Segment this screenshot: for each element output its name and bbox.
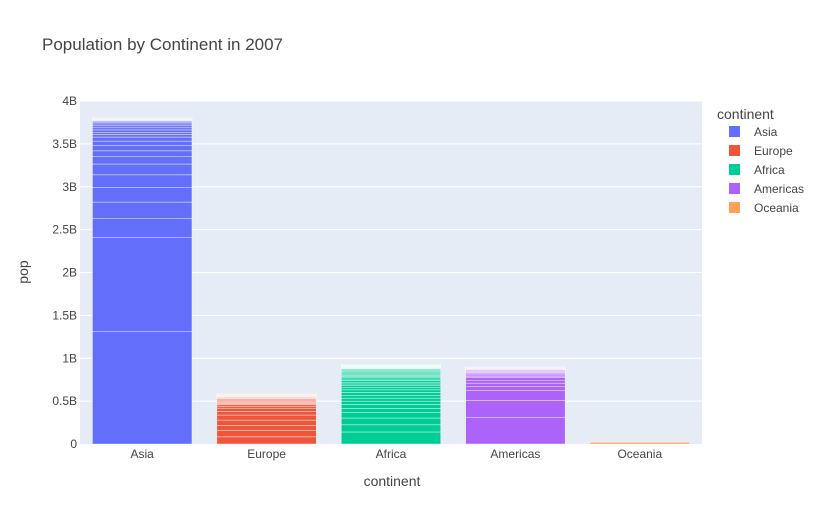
y-axis-title: pop: [15, 260, 31, 284]
legend[interactable]: continent Asia Europe Africa Americas Oceani…: [717, 106, 804, 215]
bar-americas[interactable]: [465, 366, 566, 445]
bar-segment[interactable]: [92, 127, 193, 131]
bar-segment[interactable]: [340, 395, 442, 399]
y-tick-label: 0: [70, 437, 77, 451]
bar-segment[interactable]: [340, 387, 442, 391]
y-tick-label: 1B: [62, 351, 77, 365]
y-tick-label: 2.5B: [52, 223, 77, 237]
bar-segment[interactable]: [340, 404, 442, 409]
legend-label: Asia: [754, 125, 778, 139]
bar-segment[interactable]: [465, 377, 566, 381]
legend-item-oceania[interactable]: Oceania: [729, 201, 799, 215]
bar-segment[interactable]: [92, 136, 193, 142]
bar-segment[interactable]: [465, 390, 566, 401]
legend-item-europe[interactable]: Europe: [729, 144, 793, 158]
legend-swatch: [729, 202, 740, 213]
bar-segment[interactable]: [216, 436, 317, 445]
bar-segment[interactable]: [340, 392, 442, 396]
x-tick-label: Europe: [247, 447, 286, 461]
bars[interactable]: [92, 116, 690, 445]
legend-item-africa[interactable]: Africa: [729, 163, 785, 177]
x-tick-label: Americas: [490, 447, 540, 461]
bar-segment[interactable]: [340, 385, 442, 389]
x-tick-label: Africa: [376, 447, 407, 461]
bar-segment[interactable]: [340, 412, 442, 419]
legend-swatch: [729, 145, 740, 156]
bar-segment[interactable]: [465, 379, 566, 384]
y-tick-label: 4B: [62, 94, 77, 108]
chart-title: Population by Continent in 2007: [42, 35, 283, 54]
legend-item-americas[interactable]: Americas: [729, 182, 804, 196]
bar-segment[interactable]: [340, 424, 442, 433]
bar-segment[interactable]: [92, 131, 193, 135]
bar-segment[interactable]: [340, 431, 442, 445]
legend-label: Africa: [754, 163, 785, 177]
bar-segment[interactable]: [92, 201, 193, 219]
bar-segment[interactable]: [340, 383, 442, 387]
bar-segment[interactable]: [340, 400, 442, 405]
bar-segment[interactable]: [92, 237, 193, 333]
bar-segment[interactable]: [92, 129, 193, 133]
y-tick-label: 3B: [62, 180, 77, 194]
bar-segment[interactable]: [589, 441, 690, 445]
legend-swatch: [729, 183, 740, 194]
legend-swatch: [729, 126, 740, 137]
bar-segment[interactable]: [340, 417, 442, 426]
legend-title: continent: [717, 106, 774, 122]
legend-label: Europe: [754, 144, 793, 158]
bar-segment[interactable]: [216, 425, 317, 431]
y-tick-label: 2B: [62, 266, 77, 280]
y-axis-ticks: 0 0.5B 1B 1.5B 2B 2.5B 3B 3.5B 4B: [52, 94, 77, 451]
bar-segment[interactable]: [92, 140, 193, 146]
bar-segment[interactable]: [216, 411, 317, 416]
bar-segment[interactable]: [92, 187, 193, 203]
y-tick-label: 3.5B: [52, 137, 77, 151]
bar-segment[interactable]: [216, 419, 317, 426]
x-tick-label: Oceania: [617, 447, 662, 461]
bar-segment[interactable]: [340, 381, 442, 385]
x-axis-title: continent: [364, 473, 421, 489]
bar-segment[interactable]: [92, 150, 193, 157]
bar-asia[interactable]: [92, 116, 193, 445]
bar-segment[interactable]: [92, 174, 193, 188]
bar-segment[interactable]: [216, 407, 317, 412]
bar-segment[interactable]: [92, 217, 193, 238]
bar-segment[interactable]: [92, 331, 193, 445]
bar-africa[interactable]: [340, 364, 442, 445]
bar-segment[interactable]: [465, 416, 566, 445]
bar-segment[interactable]: [340, 397, 442, 402]
bar-segment[interactable]: [92, 163, 193, 176]
bar-segment[interactable]: [465, 382, 566, 388]
bar-segment[interactable]: [92, 123, 193, 127]
legend-label: Oceania: [754, 201, 799, 215]
bar-segment[interactable]: [465, 400, 566, 418]
legend-swatch: [729, 164, 740, 175]
bar-segment[interactable]: [92, 134, 193, 138]
legend-label: Americas: [754, 182, 804, 196]
x-axis-ticks: Asia Europe Africa Americas Oceania: [131, 447, 663, 461]
y-tick-label: 1.5B: [52, 308, 77, 322]
legend-item-asia[interactable]: Asia: [729, 125, 778, 139]
bar-segment[interactable]: [92, 145, 193, 152]
bar-segment[interactable]: [340, 389, 442, 393]
bar-segment[interactable]: [216, 430, 317, 438]
bar-segment[interactable]: [92, 156, 193, 165]
bar-segment[interactable]: [92, 125, 193, 129]
bar-segment[interactable]: [340, 408, 442, 413]
y-tick-label: 0.5B: [52, 394, 77, 408]
bar-segment[interactable]: [465, 386, 566, 391]
x-tick-label: Asia: [131, 447, 155, 461]
bar-oceania[interactable]: [589, 441, 690, 445]
bar-segment[interactable]: [216, 406, 317, 409]
bar-segment[interactable]: [216, 414, 317, 421]
bar-europe[interactable]: [216, 393, 317, 445]
